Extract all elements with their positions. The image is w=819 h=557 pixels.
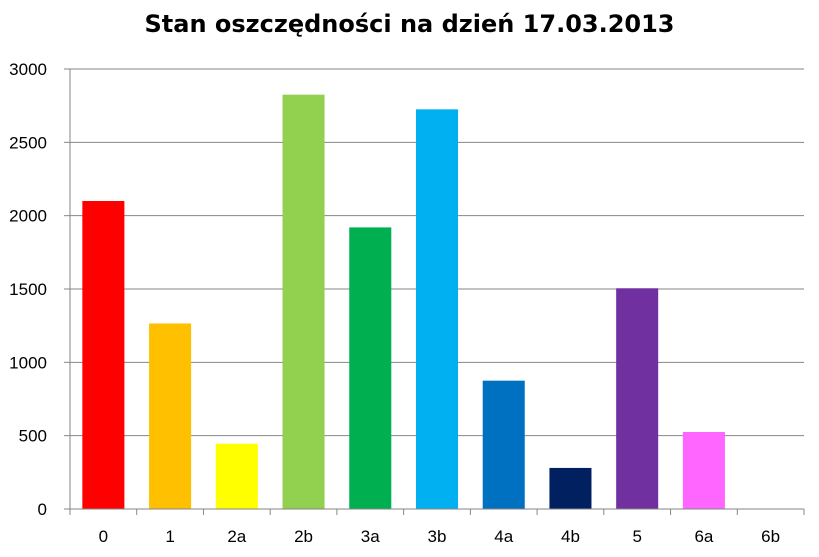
bar-4b: [549, 467, 592, 509]
x-tick-label: 6a: [694, 527, 713, 546]
bar-6a: [682, 432, 725, 509]
y-tick-label: 3000: [9, 60, 47, 79]
x-tick-label: 3b: [428, 527, 447, 546]
x-tick-label: 5: [632, 527, 641, 546]
x-tick-labels: 0 1 2a 2b 3a 3b 4a 4b 5 6a 6b: [99, 527, 780, 546]
bar-1: [149, 323, 192, 509]
y-tick-label: 2000: [9, 207, 47, 226]
bar-0: [82, 201, 125, 509]
x-tick-label: 2b: [294, 527, 313, 546]
x-tick-label: 3a: [361, 527, 380, 546]
bar-4a: [482, 380, 525, 509]
chart-title: Stan oszczędności na dzień 17.03.2013: [144, 10, 675, 38]
x-tick-label: 2a: [227, 527, 246, 546]
bar-2a: [215, 443, 258, 509]
x-tick-label: 4a: [494, 527, 513, 546]
y-tick-label: 500: [19, 427, 47, 446]
y-tick-labels: 0 500 1000 1500 2000 2500 3000: [9, 60, 47, 519]
y-tick-label: 1500: [9, 280, 47, 299]
axes: [64, 68, 805, 515]
bar-3b: [415, 109, 459, 509]
y-tick-label: 0: [38, 500, 47, 519]
x-tick-label: 1: [165, 527, 174, 546]
x-tick-label: 4b: [561, 527, 580, 546]
bar-2b: [282, 94, 325, 510]
y-tick-label: 2500: [9, 133, 47, 152]
bar-3a: [349, 227, 392, 509]
bar-5: [616, 288, 659, 509]
y-tick-label: 1000: [9, 353, 47, 372]
x-tick-label: 0: [99, 527, 108, 546]
bars: [82, 94, 725, 510]
x-tick-label: 6b: [761, 527, 780, 546]
